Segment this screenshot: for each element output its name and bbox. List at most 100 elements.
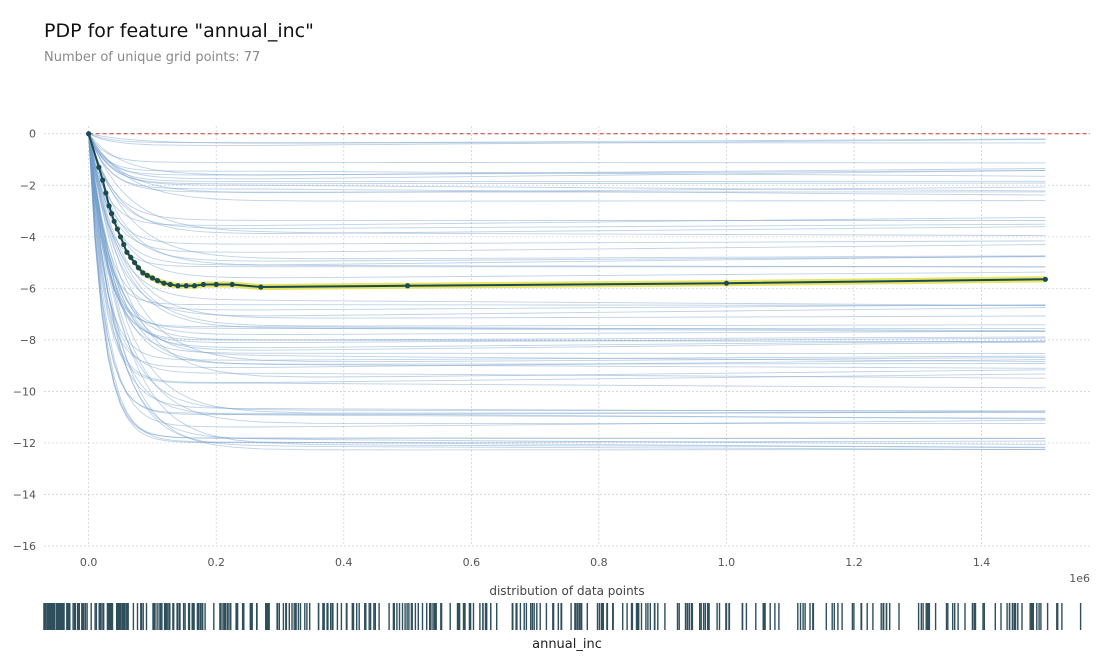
pdp-point	[128, 254, 134, 261]
ice-line	[88, 133, 1046, 196]
pdp-point	[111, 218, 117, 224]
y-tick-label: −6	[20, 282, 36, 295]
ice-line	[88, 133, 1046, 343]
ice-line	[88, 133, 1046, 416]
ice-line	[88, 133, 1046, 319]
pdp-point	[121, 241, 127, 248]
pdp-point	[103, 190, 109, 196]
pdp-point	[109, 211, 115, 217]
pdp-point	[117, 234, 124, 240]
ice-line	[88, 133, 1046, 144]
ice-line	[88, 133, 1046, 194]
pdp-point	[135, 265, 141, 271]
ice-line	[88, 133, 1046, 327]
y-tick-label: −14	[13, 488, 36, 501]
ice-line	[88, 133, 1046, 180]
rug-title: distribution of data points	[489, 584, 644, 598]
pdp-series	[86, 130, 1048, 291]
ice-line	[88, 133, 1046, 311]
ice-line	[88, 133, 1046, 332]
ice-line	[88, 133, 1046, 444]
y-tick-label: −10	[13, 385, 36, 398]
ice-line	[88, 133, 1046, 451]
ice-line	[88, 133, 1046, 349]
pdp-point	[86, 131, 92, 137]
ice-line	[88, 133, 1046, 365]
x-axis-label: annual_inc	[532, 637, 602, 652]
ice-line	[88, 133, 1046, 176]
ice-line	[88, 133, 1046, 146]
pdp-point	[100, 177, 106, 183]
x-tick-label: 0.0	[80, 556, 98, 569]
pdp-point	[183, 283, 189, 289]
pdp-point	[229, 281, 235, 288]
ice-line	[88, 133, 1046, 344]
pdp-point	[167, 281, 173, 288]
pdp-point	[96, 164, 102, 170]
ice-line	[88, 133, 1046, 253]
ice-line	[88, 133, 1046, 428]
ice-line	[88, 133, 1046, 185]
ice-line	[88, 133, 1046, 439]
ice-line	[88, 133, 1046, 341]
ice-line	[88, 133, 1046, 440]
ice-line	[88, 133, 1046, 177]
ice-line	[88, 133, 1046, 412]
ice-line	[88, 133, 1046, 268]
pdp-point	[124, 249, 130, 255]
y-tick-label: −4	[20, 231, 36, 244]
pdp-point	[723, 280, 730, 286]
ice-line	[88, 133, 1046, 419]
y-tick-label: −12	[13, 437, 36, 450]
ice-line	[88, 133, 1046, 144]
ice-line	[88, 133, 1046, 237]
x-tick-label: 0.8	[590, 556, 608, 569]
chart-title: PDP for feature "annual_inc"	[44, 20, 314, 42]
rug-background	[44, 603, 1092, 630]
pdp-point	[140, 270, 146, 276]
ice-line	[88, 133, 1046, 448]
ice-line	[88, 133, 1046, 333]
ice-line	[88, 133, 1046, 176]
ice-line	[88, 133, 1046, 202]
pdp-point	[191, 283, 198, 289]
ice-line	[88, 133, 1046, 193]
ice-line	[88, 133, 1046, 363]
ice-line	[88, 133, 1046, 245]
ice-line	[88, 133, 1046, 414]
pdp-point	[258, 284, 264, 290]
pdp-point	[114, 226, 120, 232]
ice-line	[88, 133, 1046, 383]
pdp-point	[161, 280, 167, 286]
pdp-point	[131, 259, 138, 266]
y-tick-label: −8	[20, 334, 36, 347]
ice-line	[88, 133, 1046, 306]
y-tick-label: −16	[13, 540, 36, 553]
ice-line	[88, 133, 1046, 449]
ice-line	[88, 133, 1046, 378]
x-tick-label: 1.4	[973, 556, 991, 569]
ice-line	[88, 133, 1046, 368]
ice-line	[88, 133, 1046, 451]
ice-line	[88, 133, 1046, 369]
pdp-point	[200, 281, 207, 288]
ice-line	[88, 133, 1046, 262]
ice-line	[88, 133, 1046, 389]
ice-line	[88, 133, 1046, 351]
ice-line	[88, 133, 1046, 307]
pdp-point	[149, 275, 156, 281]
ice-line	[88, 133, 1046, 329]
ice-lines	[88, 133, 1046, 451]
ice-line	[88, 133, 1046, 182]
x-tick-label: 1.2	[845, 556, 863, 569]
chart-subtitle: Number of unique grid points: 77	[44, 50, 261, 65]
ice-line	[88, 133, 1046, 361]
y-tick-label: −2	[20, 179, 36, 192]
pdp-point	[106, 203, 112, 209]
ice-line	[88, 133, 1046, 413]
y-tick-label: 0	[29, 128, 36, 141]
ice-line	[88, 133, 1046, 362]
pdp-point	[213, 281, 219, 288]
